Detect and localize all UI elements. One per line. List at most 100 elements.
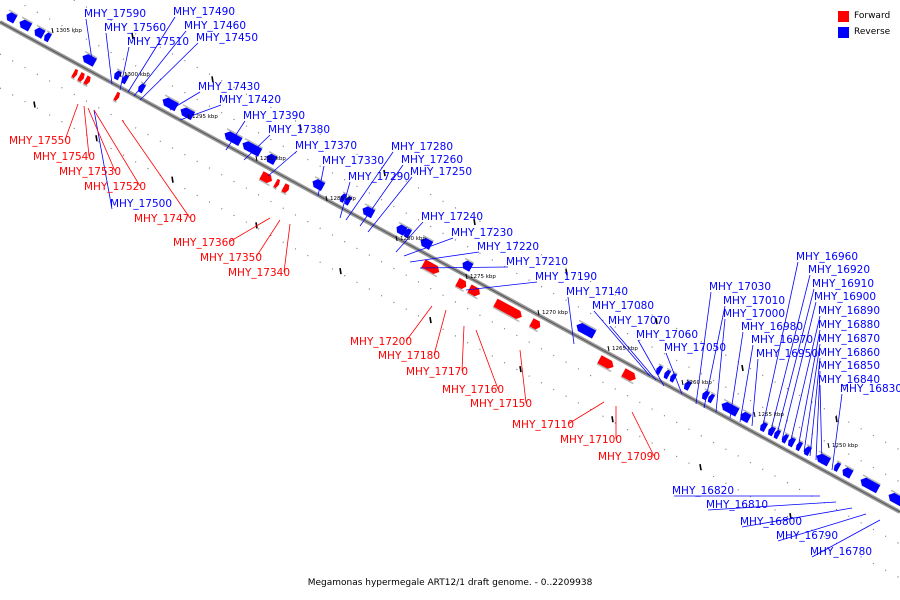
- tick-mark: [255, 222, 258, 229]
- forward-gene-label: MHY_17180: [378, 350, 440, 362]
- reverse-gene-shape: [266, 153, 278, 166]
- scale-label: 1290 kbp: [260, 156, 286, 162]
- gene-shadow: [82, 83, 88, 88]
- reverse-gene-shape: [180, 107, 195, 121]
- forward-leader-line: [405, 305, 433, 342]
- reverse-leader-line: [339, 181, 351, 219]
- scale-label: 1300 kbp: [124, 72, 150, 78]
- reverse-gene-label: MHY_16860: [818, 347, 880, 359]
- legend-label-forward: Forward: [854, 11, 891, 21]
- forward-gene-arrow: [272, 178, 281, 190]
- forward-gene-label: MHY_17340: [228, 267, 290, 279]
- reverse-gene-shape: [701, 390, 710, 401]
- reverse-gene-label: MHY_16920: [808, 264, 870, 276]
- tick-mark: [789, 512, 792, 520]
- tick-marks: [33, 32, 838, 520]
- forward-gene-shape: [621, 368, 636, 381]
- reverse-gene-arrow: [344, 194, 353, 206]
- reverse-leader-line: [729, 331, 744, 419]
- scale-tick: [753, 411, 756, 418]
- reverse-gene-label: MHY_17240: [421, 211, 483, 223]
- reverse-gene-arrow: [842, 464, 855, 479]
- forward-gene-label: MHY_17550: [9, 135, 71, 147]
- reverse-leader-line: [139, 42, 199, 101]
- reverse-leader-line: [567, 296, 575, 345]
- tick-mark: [383, 169, 386, 177]
- forward-gene-shape: [281, 183, 290, 194]
- forward-gene-arrow: [420, 259, 440, 278]
- forward-gene-arrow: [112, 91, 121, 103]
- gene-shadow: [21, 16, 33, 24]
- forward-leader-line: [83, 105, 90, 157]
- genome-backbone-core: [0, 21, 900, 513]
- label-leader-lines: [64, 16, 881, 558]
- reverse-gene-shape: [721, 401, 740, 417]
- scale-label: 1265 kbp: [612, 346, 638, 352]
- reverse-leader-line: [267, 150, 298, 177]
- reverse-leader-line: [395, 221, 424, 253]
- reverse-leader-line: [345, 151, 394, 221]
- reverse-gene-shape: [740, 411, 752, 424]
- reverse-gene-label: MHY_16890: [818, 305, 880, 317]
- scale-tick: [395, 235, 398, 242]
- reverse-leader-line: [761, 261, 799, 431]
- reverse-leader-line: [775, 288, 815, 439]
- forward-leader-line: [228, 217, 271, 243]
- reverse-gene-shape: [82, 54, 97, 67]
- reverse-gene-label: MHY_16780: [810, 546, 872, 558]
- reverse-leader-line: [809, 357, 821, 457]
- reverse-leader-line: [419, 266, 509, 269]
- forward-leader-line: [461, 325, 465, 372]
- reverse-gene-label: MHY_17140: [566, 286, 628, 298]
- forward-leader-line: [631, 411, 655, 457]
- reverse-leader-line: [781, 301, 817, 441]
- reverse-leader-line: [637, 339, 665, 387]
- forward-gene-arrow: [492, 298, 522, 323]
- reverse-gene-arrow: [683, 378, 693, 391]
- forward-gene-label: MHY_17520: [84, 181, 146, 193]
- reverse-gene-shape: [795, 441, 804, 452]
- reverse-gene-shape: [19, 19, 33, 32]
- gene-shadow: [798, 439, 804, 444]
- gene-shadow: [36, 24, 47, 31]
- reverse-leader-line: [367, 176, 413, 233]
- reverse-leader-line: [815, 370, 821, 461]
- gene-shadow: [364, 203, 376, 211]
- reverse-gene-label: MHY_17390: [243, 110, 305, 122]
- reverse-gene-shape: [339, 193, 348, 203]
- gene-shadow: [666, 367, 672, 372]
- gene-shadow: [76, 80, 82, 84]
- forward-leader-line: [567, 401, 605, 425]
- reverse-gene-label: MHY_17560: [104, 22, 166, 34]
- reverse-gene-label: MHY_17070: [608, 315, 670, 327]
- reverse-leader-line: [225, 120, 246, 151]
- forward-gene-shape: [421, 259, 440, 275]
- reverse-gene-arrow: [576, 319, 597, 339]
- forward-gene-label: MHY_17150: [470, 398, 532, 410]
- forward-gene-label: MHY_17160: [442, 384, 504, 396]
- reverse-gene-arrow: [82, 50, 98, 67]
- reverse-gene-shape: [663, 369, 672, 380]
- reverse-gene-arrow: [781, 431, 790, 444]
- reverse-gene-label: MHY_16900: [814, 291, 876, 303]
- reverse-gene-arrow: [121, 72, 130, 85]
- reverse-gene-shape: [121, 74, 130, 85]
- reverse-gene-label: MHY_16840: [818, 374, 880, 386]
- gene-shadow: [70, 76, 75, 80]
- reverse-gene-label: MHY_16850: [818, 360, 880, 372]
- reverse-gene-label: MHY_17290: [348, 171, 410, 183]
- reverse-gene-label: MHY_16790: [776, 530, 838, 542]
- reverse-leader-line: [741, 507, 853, 528]
- tick-mark: [741, 364, 744, 372]
- gene-shadow: [182, 104, 196, 113]
- tick-mark: [131, 32, 134, 39]
- tick-mark: [835, 416, 838, 423]
- reverse-gene-shape: [396, 224, 408, 236]
- reverse-leader-line: [609, 325, 657, 381]
- reverse-gene-shape: [403, 228, 412, 239]
- legend-label-reverse: Reverse: [854, 27, 891, 37]
- reverse-leader-line: [751, 358, 759, 427]
- forward-gene-label: MHY_17200: [350, 336, 412, 348]
- gene-shadow: [116, 68, 123, 73]
